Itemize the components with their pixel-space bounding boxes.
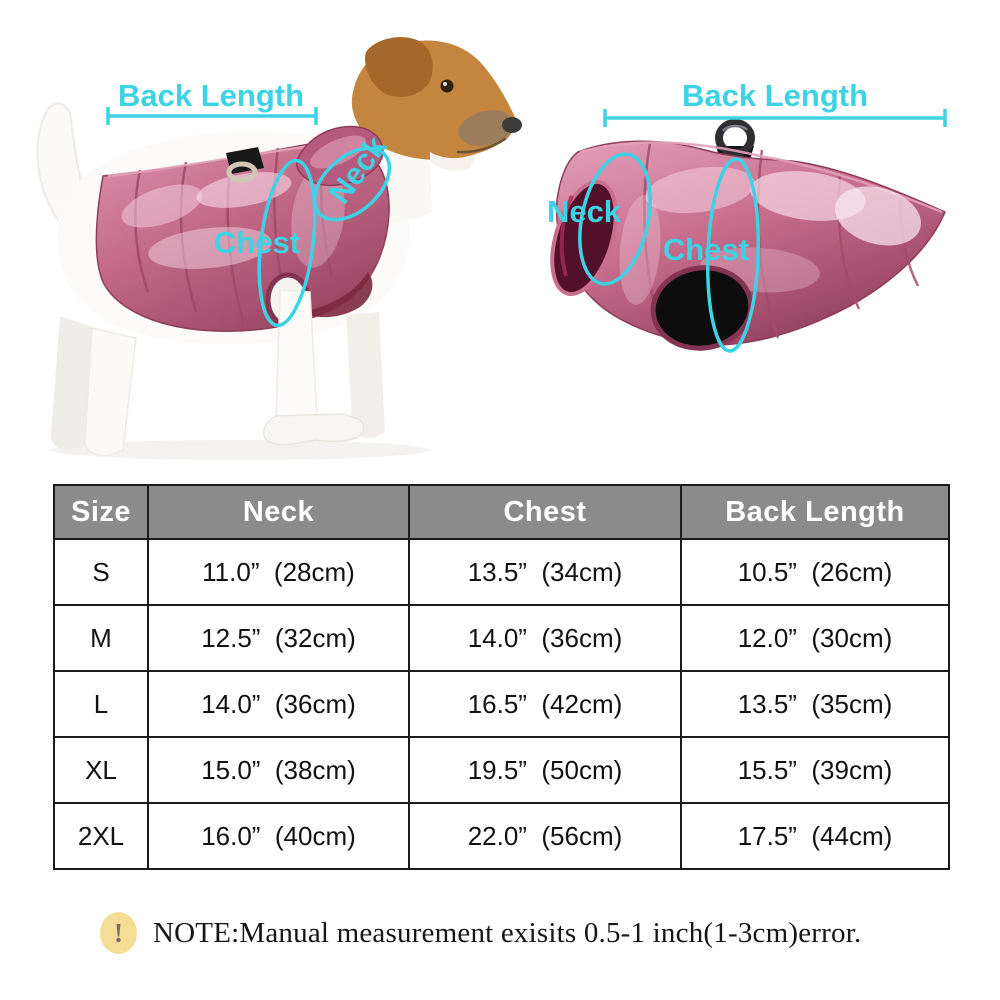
measurement-cell: 15.0” (38cm) (147, 736, 410, 804)
column-header: Size (53, 484, 149, 540)
figure-dog-wearing-jacket: Back Length Neck Chest (36, 37, 522, 460)
chest-ellipse (257, 158, 317, 328)
dog-front-leg-far (346, 312, 385, 438)
back-length-line (603, 109, 947, 127)
column-header: Neck (147, 484, 410, 540)
jacket-collar-highlight (310, 135, 366, 169)
dog-muzzle-grizzle (458, 110, 514, 146)
measurement-cell: 11.0” (28cm) (147, 538, 410, 606)
chest-label: Chest (663, 232, 749, 267)
right-annotations (578, 109, 947, 353)
measurement-cell: 15.5” (39cm) (680, 736, 950, 804)
back-length-line (106, 107, 318, 125)
table-row: L 14.0” (36cm) 16.5” (42cm) 13.5” (35cm) (53, 670, 950, 738)
note-text: NOTE:Manual measurement exisits 0.5-1 in… (153, 916, 862, 949)
jacket-flat-highlights (619, 166, 921, 305)
jacket-flat-leg-hole (650, 265, 754, 351)
measurement-cell: 13.5” (34cm) (408, 538, 682, 606)
size-table: Size Neck Chest Back Length S 11.0” (28cm) 13… (53, 484, 950, 870)
jacket-highlights (121, 164, 345, 269)
jacket-underside-shadow (300, 272, 373, 318)
measurement-cell: 14.0” (36cm) (408, 604, 682, 672)
ground-shadow (50, 440, 430, 460)
dog-eye (440, 79, 454, 93)
left-annotations (106, 107, 392, 328)
size-table-body: S 11.0” (28cm) 13.5” (34cm) 10.5” (26cm) M 12… (53, 538, 950, 870)
dog-head (351, 37, 522, 171)
figure-jacket-alone: Back Length Neck Chest (547, 78, 947, 353)
dog-chin (430, 152, 478, 171)
dog-ear (365, 37, 433, 97)
dog-mouth-line (456, 137, 507, 154)
measurement-cell: 16.0” (40cm) (147, 802, 410, 870)
table-row: S 11.0” (28cm) 13.5” (34cm) 10.5” (26cm) (53, 538, 950, 606)
exclamation-mark: ! (114, 917, 123, 948)
back-length-label: Back Length (118, 78, 304, 113)
table-row: XL 15.0” (38cm) 19.5” (50cm) 15.5” (39cm) (53, 736, 950, 804)
table-row: 2XL 16.0” (40cm) 22.0” (56cm) 17.5” (44cm) (53, 802, 950, 870)
measurement-cell: 19.5” (50cm) (408, 736, 682, 804)
dog-rear-leg-near (84, 327, 137, 457)
d-ring-loop (715, 119, 755, 157)
measurement-cell: 14.0” (36cm) (147, 670, 410, 738)
d-ring-glint (721, 124, 748, 132)
measurement-note: ! NOTE:Manual measurement exisits 0.5-1 … (100, 912, 960, 954)
size-cell: M (53, 604, 149, 672)
neck-ellipse (578, 152, 652, 286)
harness-buckle-ring (226, 161, 258, 183)
size-cell: 2XL (53, 802, 149, 870)
dog-nose (502, 117, 522, 133)
column-header: Back Length (680, 484, 950, 540)
dog-front-paws (262, 413, 365, 446)
measurement-cell: 12.5” (32cm) (147, 604, 410, 672)
neck-ellipse (312, 146, 392, 222)
size-table-header-row: Size Neck Chest Back Length (53, 484, 950, 540)
neck-label: Neck (547, 194, 622, 229)
size-cell: L (53, 670, 149, 738)
measurement-cell: 22.0” (56cm) (408, 802, 682, 870)
dog-rear-leg-far (50, 316, 96, 450)
measurement-cell: 16.5” (42cm) (408, 670, 682, 738)
measurement-cell: 10.5” (26cm) (680, 538, 950, 606)
size-cell: XL (53, 736, 149, 804)
table-row: M 12.5” (32cm) 14.0” (36cm) 12.0” (30cm) (53, 604, 950, 672)
exclamation-icon: ! (100, 912, 137, 954)
product-figures: Back Length Neck Chest (36, 37, 947, 460)
measurement-cell: 13.5” (35cm) (680, 670, 950, 738)
dog-eye-glint (443, 82, 447, 86)
chest-label: Chest (214, 225, 300, 260)
measurement-cell: 12.0” (30cm) (680, 604, 950, 672)
measurement-cell: 17.5” (44cm) (680, 802, 950, 870)
jacket-neck-opening-glint (559, 195, 574, 277)
chest-ellipse (706, 157, 760, 353)
back-length-label: Back Length (682, 78, 868, 113)
column-header: Chest (408, 484, 682, 540)
size-cell: S (53, 538, 149, 606)
